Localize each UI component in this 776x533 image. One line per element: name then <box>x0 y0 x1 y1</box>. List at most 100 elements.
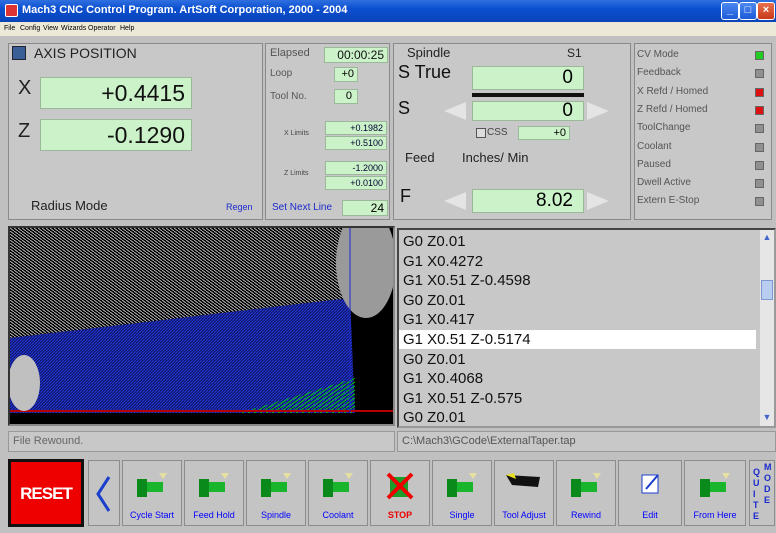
css-label: CSS <box>487 127 508 138</box>
xlimit-min[interactable]: +0.5100 <box>325 136 387 150</box>
gcode-line[interactable]: G0 Z0.01 <box>403 291 466 309</box>
gcode-scrollbar[interactable]: ▲ ▼ <box>760 230 774 426</box>
menu-operator[interactable]: Operator <box>88 25 116 32</box>
status-label-7: Dwell Active <box>637 177 691 189</box>
reset-button[interactable]: RESET <box>8 459 84 527</box>
status-led-4 <box>755 124 764 134</box>
feed-hold-label: Feed Hold <box>193 510 235 520</box>
menu-wizards[interactable]: Wizards <box>61 25 87 32</box>
spindle-decrease-button[interactable] <box>444 102 466 120</box>
rewind-label: Rewind <box>570 510 601 520</box>
cycle-start-label: Cycle Start <box>129 510 174 520</box>
status-label-4: ToolChange <box>637 122 691 134</box>
edit-button[interactable]: Edit <box>618 460 682 526</box>
mode-letter: D <box>764 484 771 494</box>
radius-mode-label: Radius Mode <box>31 198 108 213</box>
quote-letter: U <box>753 478 760 488</box>
cycle-start-button[interactable]: Cycle Start <box>122 460 182 526</box>
scroll-thumb[interactable] <box>761 280 773 300</box>
maximize-button[interactable]: □ <box>739 2 757 20</box>
quote-letter: E <box>753 511 760 521</box>
menu-view[interactable]: View <box>43 25 59 32</box>
axis-header: AXIS POSITION <box>34 45 137 61</box>
next-line-value[interactable]: 24 <box>342 200 388 216</box>
status-led-0 <box>755 51 764 60</box>
status-led-1 <box>755 69 764 79</box>
coolant-label: Coolant <box>322 510 354 520</box>
toolpath-display[interactable] <box>8 226 395 426</box>
z-dro[interactable]: -0.1290 <box>40 119 192 151</box>
stock-left-face <box>10 355 40 411</box>
s-value[interactable]: 0 <box>472 101 584 121</box>
z-axis-label: Z <box>18 120 31 142</box>
f-label: F <box>400 186 411 206</box>
feed-units: Inches/ Min <box>462 150 529 165</box>
f-value[interactable]: 8.02 <box>472 189 584 213</box>
elapsed-label: Elapsed <box>270 47 310 59</box>
gcode-line[interactable]: G1 X0.4068 <box>403 370 484 388</box>
menu-help[interactable]: Help <box>120 25 135 32</box>
s-true-value[interactable]: 0 <box>472 66 584 90</box>
coolant-button[interactable]: Coolant <box>308 460 368 526</box>
status-label-5: Coolant <box>637 140 672 152</box>
spindle-increase-button[interactable] <box>587 102 609 120</box>
toolno-label: Tool No. <box>270 91 307 102</box>
feed-decrease-button[interactable] <box>444 192 466 210</box>
gcode-listing[interactable]: G0 Z0.01 G1 X0.4272 G1 X0.51 Z-0.4598 G0 Z0… <box>397 228 776 428</box>
spindle-button[interactable]: Spindle <box>246 460 306 526</box>
feed-label: Feed <box>405 150 435 165</box>
gcode-line[interactable]: G0 Z0.01 <box>403 350 466 368</box>
toolno-value[interactable]: 0 <box>334 89 358 104</box>
regen-button[interactable]: Regen <box>226 202 253 212</box>
feed-hold-button[interactable]: Feed Hold <box>184 460 244 526</box>
mode-letter: M <box>764 462 772 472</box>
gcode-line[interactable]: G1 X0.417 <box>403 311 475 329</box>
close-button[interactable]: × <box>757 2 775 20</box>
gcode-line[interactable]: G1 X0.51 Z-0.575 <box>403 389 523 407</box>
zlimit-max[interactable]: -1.2000 <box>325 161 387 175</box>
css-checkbox[interactable] <box>476 128 486 138</box>
collapse-panel-button[interactable] <box>88 460 120 526</box>
xlimit-max[interactable]: +0.1982 <box>325 121 387 135</box>
feed-increase-button[interactable] <box>587 192 609 210</box>
status-label-2: X Refd / Homed <box>637 85 709 97</box>
set-next-line-button[interactable]: Set Next Line <box>272 202 333 213</box>
gcode-line[interactable]: G0 Z0.01 <box>403 409 466 427</box>
gcode-line[interactable]: G0 Z0.01 <box>403 233 466 250</box>
x-dro[interactable]: +0.4415 <box>40 77 192 109</box>
single-label: Single <box>449 510 475 520</box>
tool-adjust-button[interactable]: Tool Adjust <box>494 460 554 526</box>
chevron-left-icon <box>96 476 111 512</box>
rewind-button[interactable]: Rewind <box>556 460 616 526</box>
status-label-1: Feedback <box>637 67 681 79</box>
tool-adjust-label: Tool Adjust <box>502 510 546 520</box>
gcode-current-line[interactable]: G1 X0.51 Z-0.5174 <box>399 330 756 349</box>
loop-value[interactable]: +0 <box>334 67 358 82</box>
status-led-3 <box>755 105 764 115</box>
scroll-up-arrow-icon[interactable]: ▲ <box>762 232 772 242</box>
status-led-6 <box>755 160 764 170</box>
scroll-down-arrow-icon[interactable]: ▼ <box>762 412 772 422</box>
zlimit-min[interactable]: +0.0100 <box>325 176 387 190</box>
css-value[interactable]: +0 <box>518 126 570 140</box>
minimize-button[interactable]: _ <box>721 2 739 20</box>
gcode-line[interactable]: G1 X0.4272 <box>403 252 484 270</box>
stop-button[interactable]: STOP <box>370 460 430 526</box>
status-led-2 <box>755 87 764 97</box>
single-button[interactable]: Single <box>432 460 492 526</box>
gcode-line[interactable]: G1 X0.51 Z-0.4598 <box>403 272 531 290</box>
menu-bar: File Config View Wizards Operator Help <box>0 22 776 36</box>
spindle-load-bar <box>472 93 584 97</box>
title-bar: Mach3 CNC Control Program. ArtSoft Corpo… <box>0 0 776 22</box>
status-label-0: CV Mode <box>637 49 679 60</box>
menu-config[interactable]: Config <box>20 25 41 32</box>
cut-region <box>10 298 355 413</box>
from-here-button[interactable]: From Here <box>684 460 746 526</box>
elapsed-value: 00:00:25 <box>324 47 388 63</box>
menu-file[interactable]: File <box>4 25 16 32</box>
mode-letter: O <box>764 473 772 483</box>
edit-label: Edit <box>642 510 658 520</box>
